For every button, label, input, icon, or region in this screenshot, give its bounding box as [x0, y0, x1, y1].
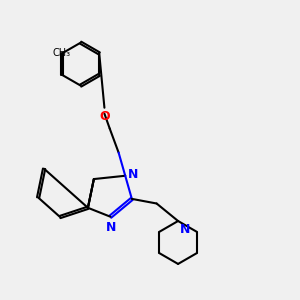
Text: N: N [180, 223, 190, 236]
Text: O: O [99, 110, 110, 123]
Text: N: N [128, 168, 138, 181]
Text: N: N [106, 221, 116, 234]
Text: CH₃: CH₃ [53, 48, 71, 59]
